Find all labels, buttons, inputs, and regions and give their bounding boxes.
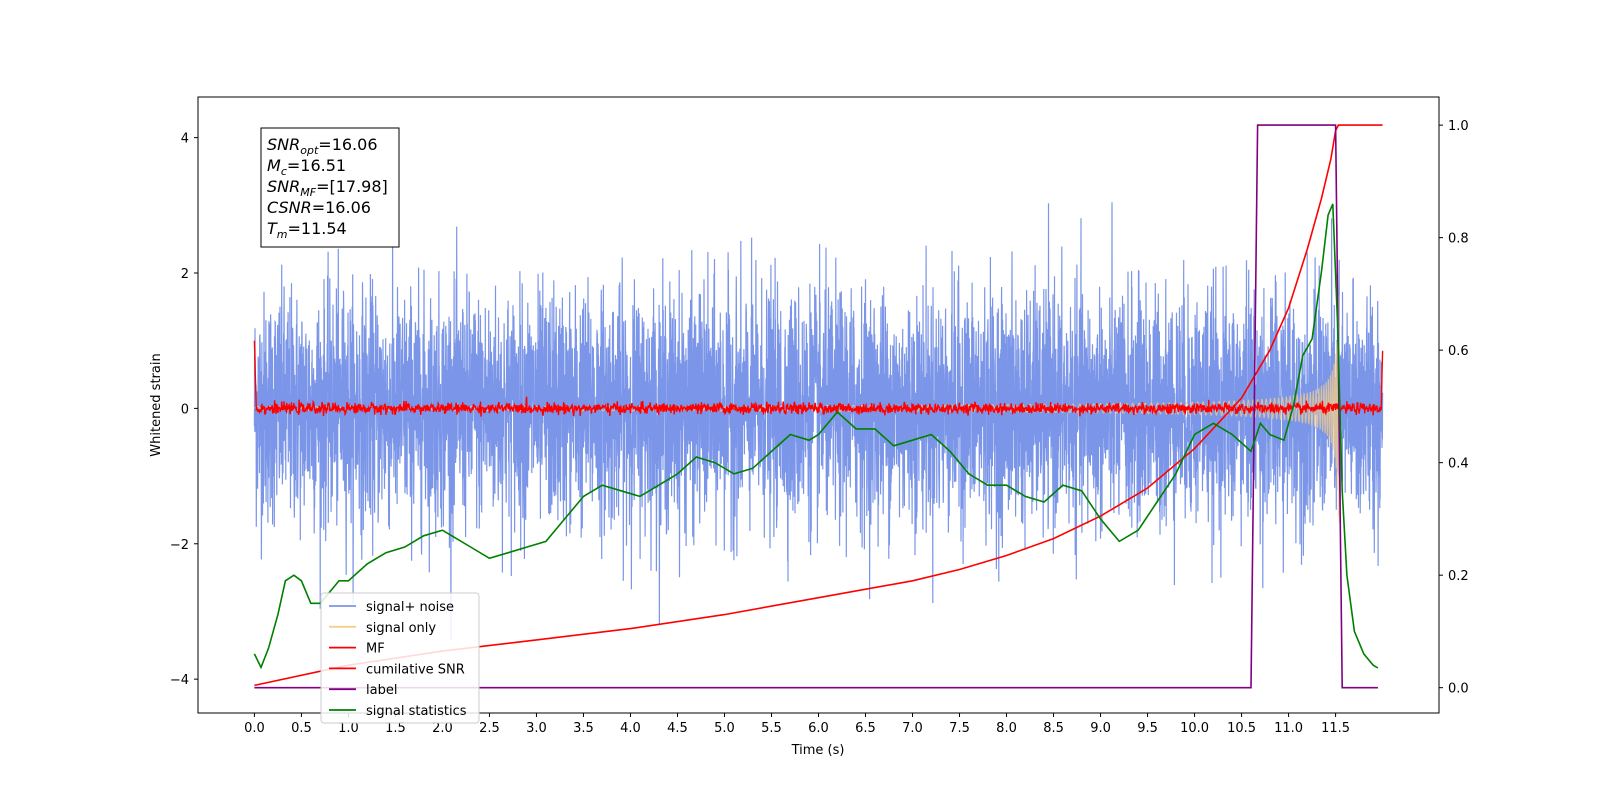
y-tick-label: −2 [170,538,189,553]
legend-entry: signal+ noise [366,600,454,615]
annotation-line: Tm=11.54 [267,219,347,241]
y2-tick-label: 0.0 [1448,682,1469,697]
x-axis: 0.0 0.5 1.0 1.5 2.0 2.5 3.0 3.5 4.0 4.5 5.0 5.5 6.0 6… [244,713,1350,736]
x-tick-label: 2.5 [479,721,500,736]
x-tick-label: 10.5 [1227,721,1256,736]
x-tick-label: 1.0 [338,721,359,736]
y-tick-label: 2 [181,267,189,282]
x-tick-label: 9.5 [1137,721,1158,736]
legend-entry: MF [366,642,385,657]
y-axis-right: 1.0 0.8 0.6 0.4 0.2 0.0 [1439,119,1469,697]
x-tick-label: 11.0 [1274,721,1303,736]
x-tick-label: 6.0 [808,721,829,736]
legend-frame [320,592,480,724]
legend-entry: signal statistics [366,704,467,719]
x-tick-label: 4.5 [667,721,688,736]
x-tick-label: 9.0 [1090,721,1111,736]
y2-tick-label: 0.6 [1448,344,1469,359]
x-tick-label: 8.5 [1043,721,1064,736]
x-tick-label: 11.5 [1321,721,1350,736]
x-tick-label: 10.0 [1180,721,1209,736]
legend-entry: signal only [366,621,436,636]
annotation-frame [260,127,400,248]
annotation-line: Mc=16.51 [267,156,346,178]
y2-tick-label: 1.0 [1448,119,1469,134]
legend-entry: cumilative SNR [366,662,465,677]
x-tick-label: 5.5 [761,721,782,736]
series-signal-statistics [253,203,1379,670]
annotation-line: CSNR=16.06 [267,198,371,217]
y2-tick-label: 0.4 [1448,457,1469,472]
y2-tick-label: 0.8 [1448,232,1469,247]
y-axis-label: Whitened strain [149,353,164,456]
x-tick-label: 2.0 [432,721,453,736]
stats-annotation-box: SNRopt=16.06Mc=16.51SNRMF=[17.98]CSNR=16… [260,127,400,248]
y-tick-label: 0 [181,402,189,417]
plot-area [253,124,1384,689]
x-tick-label: 5.0 [714,721,735,736]
series-mf [253,340,1384,417]
x-tick-label: 8.0 [996,721,1017,736]
series-signal-noise [253,202,1384,640]
x-tick-label: 1.5 [385,721,406,736]
x-tick-label: 7.0 [902,721,923,736]
x-tick-label: 0.5 [291,721,312,736]
legend: signal+ noise signal only MF cumilative SNR… [320,592,480,724]
x-tick-label: 4.0 [620,721,641,736]
x-tick-label: 0.0 [244,721,265,736]
annotation-line: SNRMF=[17.98] [267,177,388,199]
y2-tick-label: 0.2 [1448,569,1469,584]
y-tick-label: 4 [181,132,189,147]
x-tick-label: 7.5 [949,721,970,736]
x-tick-label: 3.5 [573,721,594,736]
series-cumulative-snr [254,124,1383,687]
annotation-line: SNRopt=16.06 [267,135,378,157]
x-tick-label: 6.5 [855,721,876,736]
x-axis-label: Time (s) [791,743,845,758]
legend-entry: label [366,683,397,698]
x-tick-label: 3.0 [526,721,547,736]
y-tick-label: −4 [170,673,189,688]
y-axis-left: 4 2 0 −2 −4 [170,132,198,688]
series-label [254,124,1378,689]
